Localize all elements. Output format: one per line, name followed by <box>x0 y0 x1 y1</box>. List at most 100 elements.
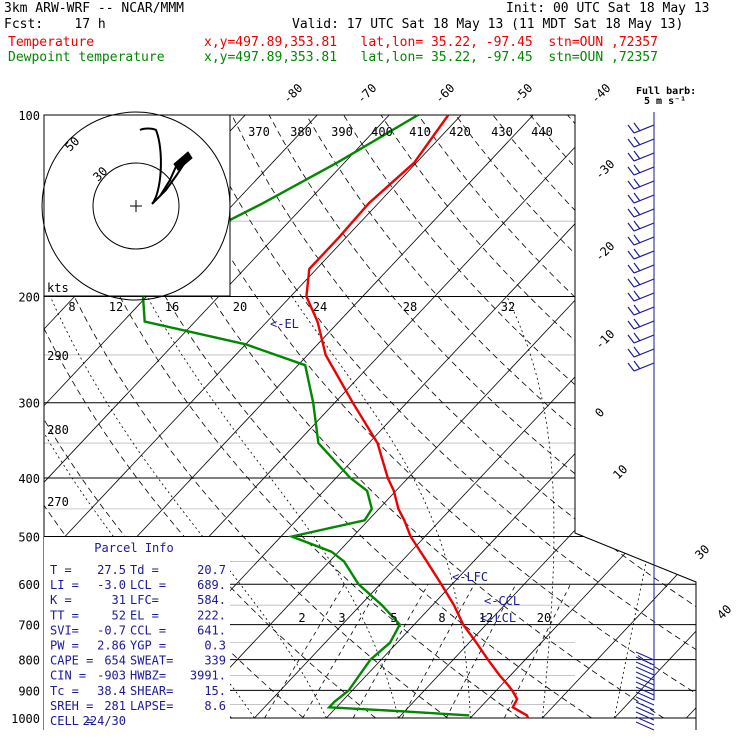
parcel-field: PW = <box>50 639 79 653</box>
theta-label-440: 440 <box>531 125 553 139</box>
parcel-field: Td = <box>130 563 159 577</box>
mixing-ratio-5 <box>352 584 429 719</box>
mixing-ratio-label-3: 3 <box>338 611 345 625</box>
barb-flag <box>627 334 635 344</box>
isotherm--10 <box>254 115 696 719</box>
theta-label-390: 390 <box>331 125 353 139</box>
wind-barb-low <box>635 666 655 676</box>
wind-barb-low <box>635 706 655 716</box>
parcel-field: LCL = <box>130 578 166 592</box>
barb-shaft <box>633 124 655 134</box>
parcel-field: LFC= <box>130 593 159 607</box>
isotherm-10 <box>398 115 696 719</box>
parcel-info-title: Parcel Info <box>94 541 173 555</box>
parcel-field: SHEAR= <box>130 684 173 698</box>
parcel-field: 584. <box>197 593 226 607</box>
parcel-field: -3.0 <box>97 578 126 592</box>
parcel-field: 15. <box>204 684 226 698</box>
parcel-field: SREH = <box>50 699 93 713</box>
wind-barb <box>627 220 655 232</box>
barb-flag <box>627 362 635 372</box>
parcel-field: 339 <box>204 654 226 668</box>
theta-label-380: 380 <box>290 125 312 139</box>
dry-adiabat-290 <box>44 115 448 719</box>
parcel-field: 689. <box>197 578 226 592</box>
parcel-field: CELL = <box>50 714 93 728</box>
wind-barb <box>627 150 655 162</box>
wind-barb <box>627 290 655 302</box>
parcel-field: YGP = <box>130 639 166 653</box>
mixing-ratio-label-20: 20 <box>537 611 551 625</box>
wind-barb <box>627 122 655 134</box>
barb-flag <box>627 180 635 190</box>
dry-adiabat-450 <box>604 115 696 719</box>
isotherm-label-10: 10 <box>610 462 630 482</box>
barb-shaft <box>633 278 655 288</box>
wind-barb <box>627 164 655 176</box>
barb-flag <box>627 264 635 274</box>
barb-key-unit: 5 m s⁻¹ <box>644 96 686 107</box>
wind-barb <box>627 248 655 260</box>
barb-flag <box>633 332 641 342</box>
barb-shaft <box>633 208 655 218</box>
wind-barb <box>627 262 655 274</box>
init-time: Init: 00 UTC Sat 18 May 13 <box>506 1 710 16</box>
moist-adiabat-40 <box>614 296 695 719</box>
isotherm-label--70: -70 <box>354 81 379 106</box>
hodograph-trace-end <box>173 151 193 171</box>
pressure-label-800: 800 <box>18 654 40 668</box>
parcel-field: 38.4 <box>97 684 126 698</box>
mixing-ratio-label-8: 8 <box>438 611 445 625</box>
isotherm-label--80: -80 <box>280 81 305 106</box>
wind-barb-low <box>635 716 655 726</box>
isotherm-label--60: -60 <box>432 81 457 106</box>
barb-flag <box>627 194 635 204</box>
mixing-ratio-label-12: 12 <box>479 611 493 625</box>
barb-flag <box>627 138 635 148</box>
dry-adiabat-320 <box>119 115 664 719</box>
dry-adiabat-380 <box>343 115 696 719</box>
mixing-ratio-12 <box>445 584 517 719</box>
barb-shaft <box>633 222 655 232</box>
wind-barb <box>627 178 655 190</box>
isotherm-label--40: -40 <box>588 81 613 106</box>
barb-key-label: Full barb: <box>636 86 696 97</box>
barb-shaft <box>633 180 655 190</box>
parcel-field: K = <box>50 593 72 607</box>
wind-barb <box>627 346 655 358</box>
speed-label-12: 12 <box>109 300 123 314</box>
model-title: 3km ARW-WRF -- NCAR/MMM <box>4 1 185 16</box>
hodograph-unit: kts <box>47 281 69 295</box>
barb-flag <box>633 150 641 160</box>
dry-adiabat-470 <box>679 115 696 719</box>
speed-label-16: 16 <box>165 300 179 314</box>
barb-flag <box>627 348 635 358</box>
parcel-field: 27.5 <box>97 563 126 577</box>
dry-adiabat-310 <box>82 115 592 719</box>
barb-flag <box>633 318 641 328</box>
barb-flag <box>627 152 635 162</box>
barb-shaft <box>633 166 655 176</box>
parcel-field: CIN = <box>50 669 86 683</box>
pressure-label-1000: 1000 <box>11 712 40 726</box>
barb-shaft <box>633 334 655 344</box>
barb-shaft <box>633 292 655 302</box>
isotherm-label--30: -30 <box>592 157 617 182</box>
dry-adiabat-330 <box>156 115 696 719</box>
hodograph-ring-inner <box>92 162 180 250</box>
mixing-ratio-3 <box>302 583 381 719</box>
barb-shaft <box>633 264 655 274</box>
barb-shaft <box>633 306 655 316</box>
isotherm-40 <box>614 115 696 719</box>
wind-barb <box>627 136 655 148</box>
parcel-field: 641. <box>197 623 226 637</box>
isotherm-label-0: 0 <box>592 405 607 420</box>
barb-flag <box>633 136 641 146</box>
isotherm-label--50: -50 <box>510 81 535 106</box>
speed-label-8: 8 <box>68 300 75 314</box>
barb-flag <box>627 222 635 232</box>
annotation-ccl: <-CCL <box>484 594 520 608</box>
wind-barb <box>627 192 655 204</box>
temperature-profile <box>305 114 530 719</box>
forecast-hour: Fcst: 17 h <box>4 17 106 32</box>
